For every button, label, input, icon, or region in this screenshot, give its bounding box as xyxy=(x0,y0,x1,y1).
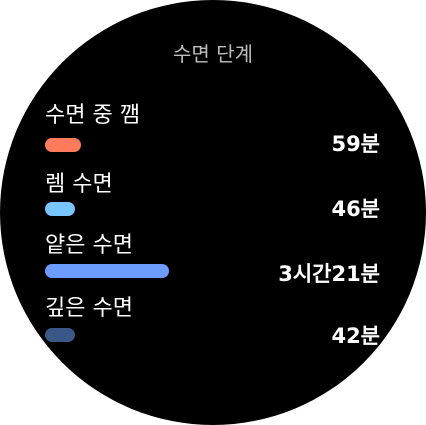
stage-label-deep: 깊은 수면 xyxy=(45,296,133,321)
stage-bar-track-rem xyxy=(45,202,245,216)
stage-value-awake: 59분 xyxy=(331,132,380,156)
stage-bar-track-awake xyxy=(45,138,245,152)
stage-bar-track-deep xyxy=(45,328,245,342)
stage-label-awake: 수면 중 깸 xyxy=(45,103,140,128)
stage-bar-light xyxy=(45,264,169,278)
stage-bar-deep xyxy=(45,328,75,342)
stage-bar-rem xyxy=(45,202,75,216)
stage-label-light: 얕은 수면 xyxy=(45,233,133,258)
stage-bar-awake xyxy=(45,138,81,152)
page-title: 수면 단계 xyxy=(173,42,253,66)
stage-value-deep: 42분 xyxy=(331,324,380,348)
stage-value-rem: 46분 xyxy=(331,197,380,221)
stage-bar-track-light xyxy=(45,264,245,278)
stage-label-rem: 렘 수면 xyxy=(45,172,113,197)
stage-value-light: 3시간21분 xyxy=(278,262,380,286)
